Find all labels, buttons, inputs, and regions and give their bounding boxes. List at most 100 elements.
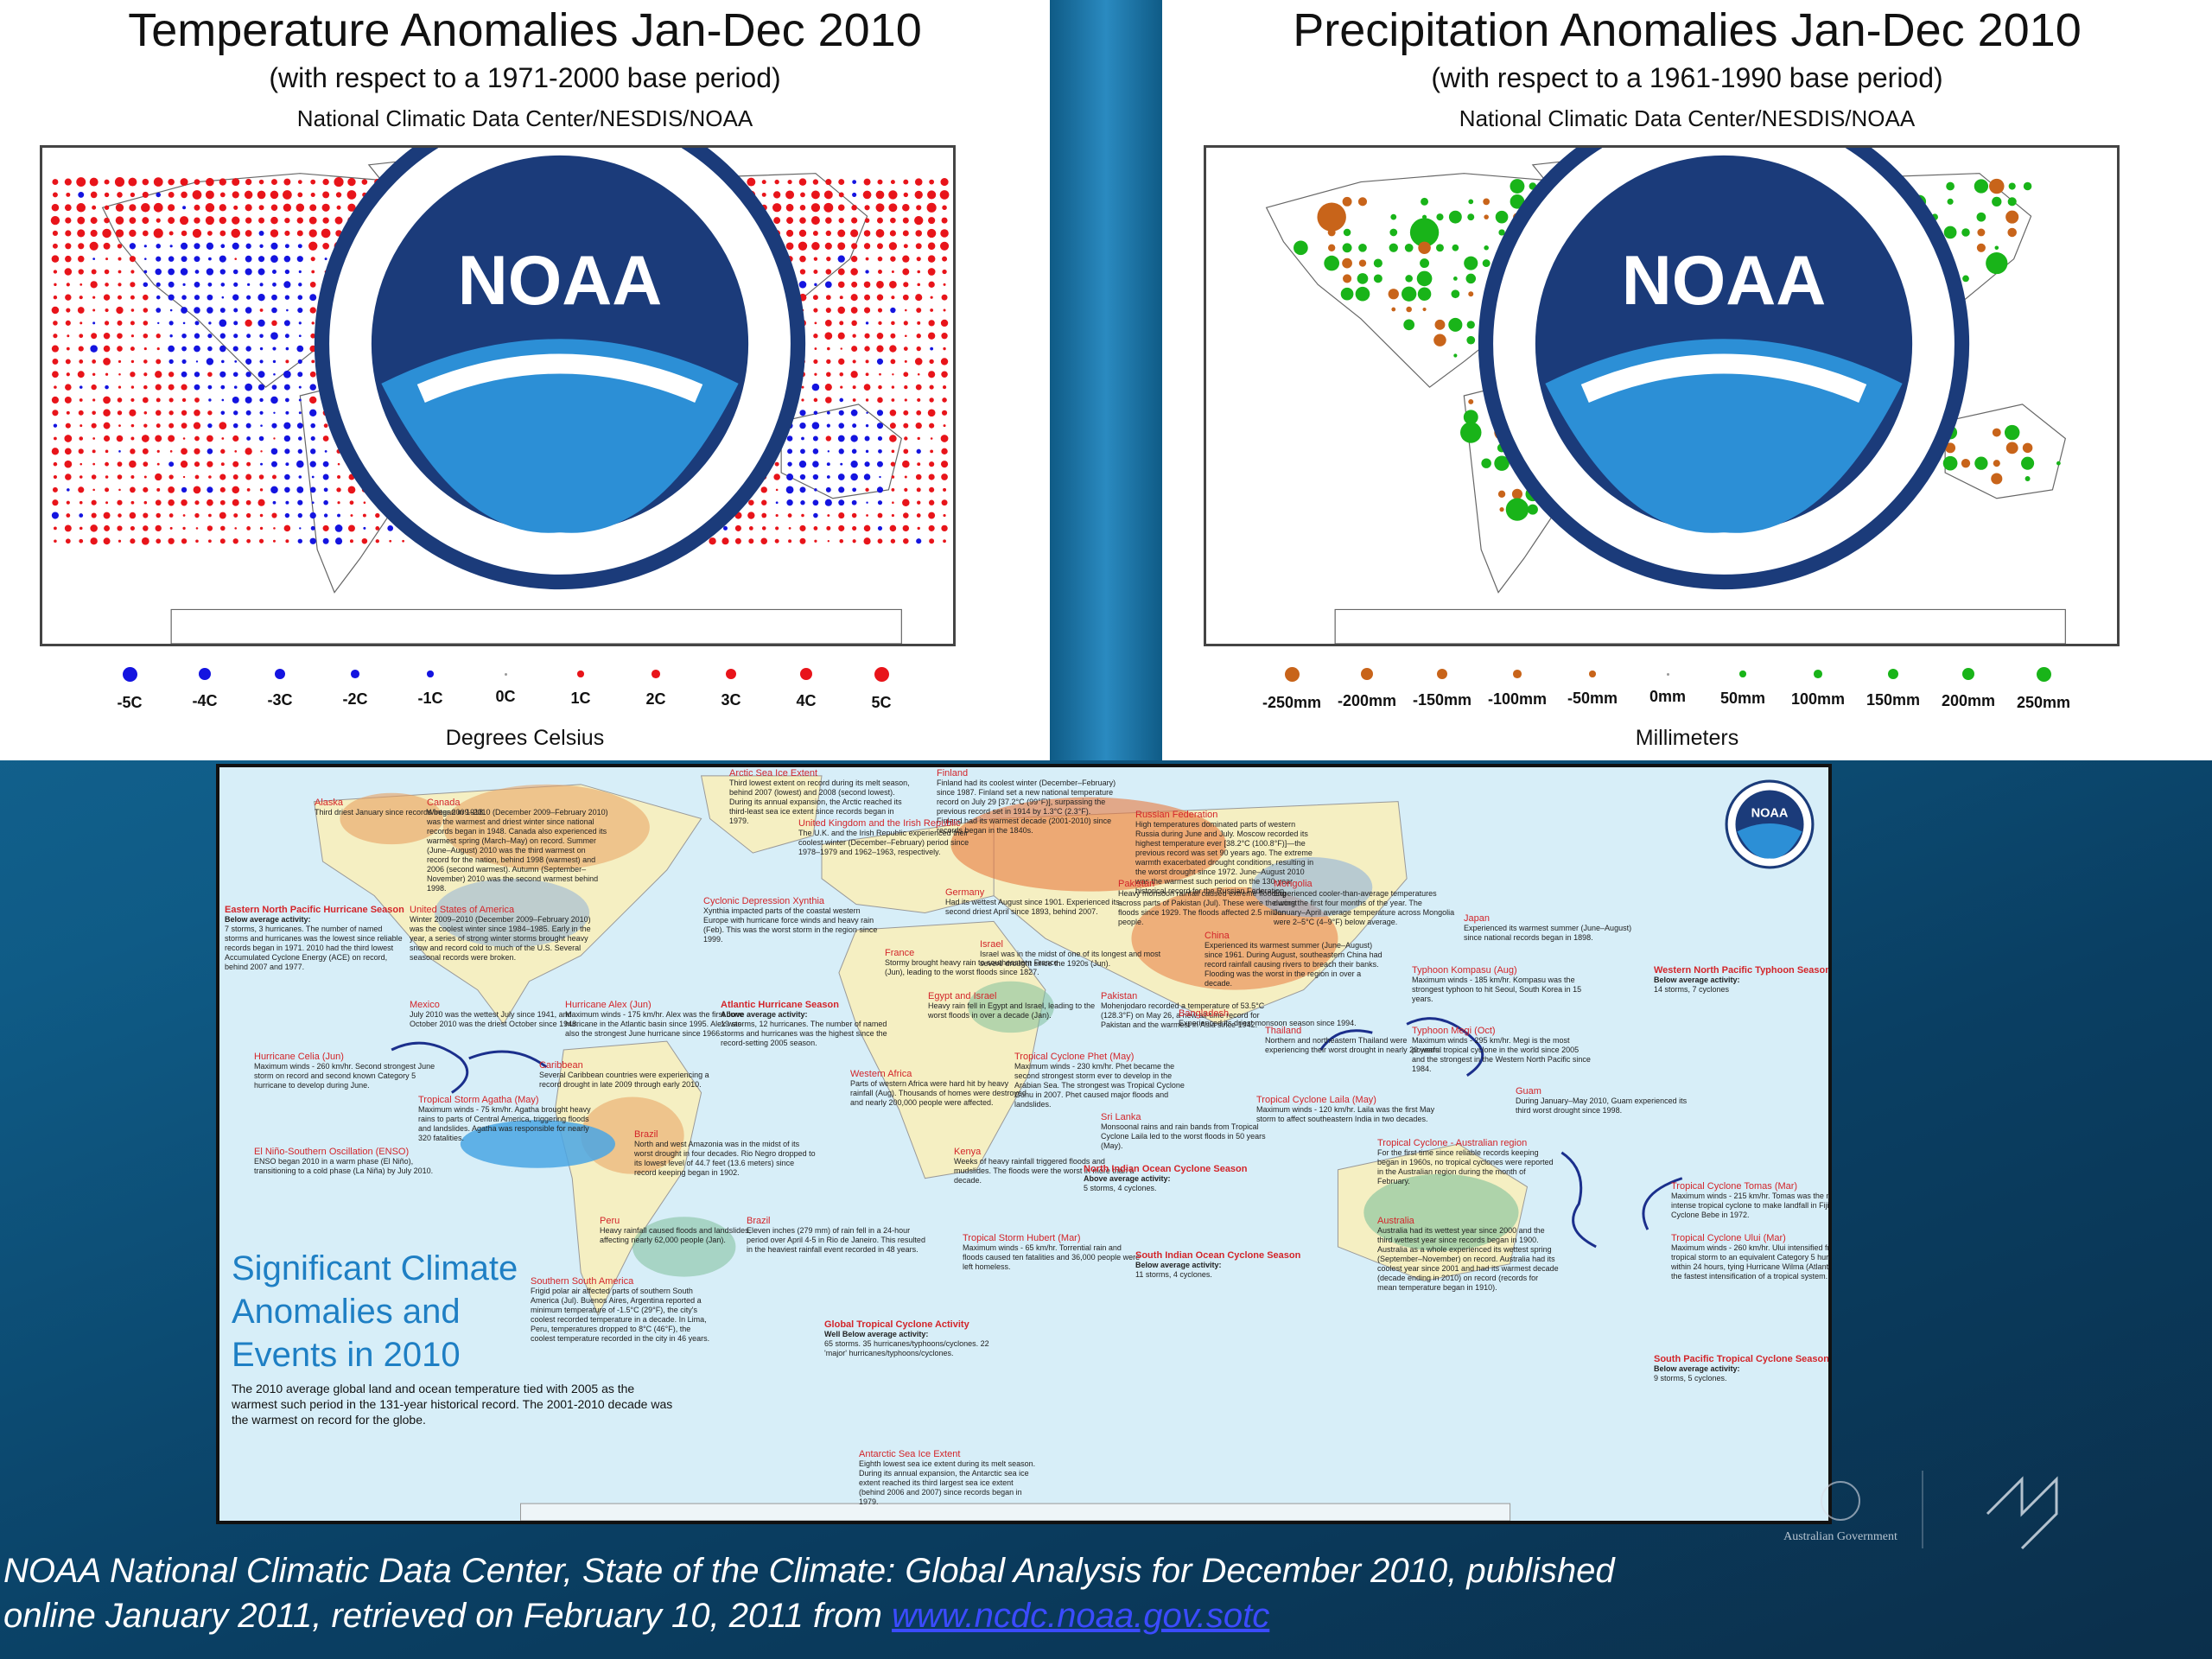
warm-anomaly-dot xyxy=(375,512,380,518)
warm-anomaly-dot xyxy=(143,346,147,351)
warm-anomaly-dot xyxy=(775,513,779,518)
warm-anomaly-dot xyxy=(928,512,936,519)
warm-anomaly-dot xyxy=(929,538,935,544)
warm-anomaly-dot xyxy=(130,448,136,454)
event-title: Arctic Sea Ice Extent xyxy=(729,768,818,779)
warm-anomaly-dot xyxy=(130,500,135,505)
warm-anomaly-dot xyxy=(891,385,895,389)
cool-anomaly-dot xyxy=(194,307,200,314)
event-title: Guam xyxy=(1516,1086,1541,1096)
warm-anomaly-dot xyxy=(105,283,109,287)
precipitation-legend-label: -250mm xyxy=(1262,693,1322,711)
cool-anomaly-dot xyxy=(181,307,188,314)
event-subtitle: Well Below average activity: xyxy=(824,1330,929,1338)
wet-anomaly-dot xyxy=(1495,210,1509,224)
warm-anomaly-dot xyxy=(850,294,858,302)
cool-anomaly-dot xyxy=(852,180,857,184)
warm-anomaly-dot xyxy=(66,372,70,377)
warm-anomaly-dot xyxy=(89,241,99,251)
warm-anomaly-dot xyxy=(916,346,921,352)
warm-anomaly-dot xyxy=(851,512,857,518)
warm-anomaly-dot xyxy=(864,205,870,211)
precipitation-legend-dot xyxy=(1961,667,1975,681)
warm-anomaly-dot xyxy=(891,449,895,454)
wet-anomaly-dot xyxy=(1416,270,1433,287)
warm-anomaly-dot xyxy=(257,190,266,200)
cool-anomaly-dot xyxy=(296,256,303,263)
warm-anomaly-dot xyxy=(890,256,896,262)
cool-anomaly-dot xyxy=(837,255,845,263)
cool-anomaly-dot xyxy=(787,461,792,467)
warm-anomaly-dot xyxy=(824,320,832,327)
warm-anomaly-dot xyxy=(850,255,858,263)
warm-anomaly-dot xyxy=(65,320,71,326)
warm-anomaly-dot xyxy=(879,372,881,376)
event-uk: United Kingdom and the Irish Republic The… xyxy=(798,819,980,857)
warm-anomaly-dot xyxy=(156,512,162,518)
event-title: Eastern North Pacific Hurricane Season xyxy=(225,905,404,915)
cool-anomaly-dot xyxy=(297,244,302,249)
warm-anomaly-dot xyxy=(877,397,883,404)
warm-anomaly-dot xyxy=(90,229,98,238)
warm-anomaly-dot xyxy=(943,283,946,286)
cool-anomaly-dot xyxy=(181,333,187,339)
warm-anomaly-dot xyxy=(943,487,947,492)
warm-anomaly-dot xyxy=(168,435,175,442)
warm-anomaly-dot xyxy=(296,203,305,213)
warm-anomaly-dot xyxy=(889,410,897,416)
cool-anomaly-dot xyxy=(850,473,858,481)
warm-anomaly-dot xyxy=(876,280,884,289)
cool-anomaly-dot xyxy=(143,282,149,288)
wet-anomaly-dot xyxy=(1946,181,1955,191)
warm-anomaly-dot xyxy=(258,179,264,185)
cool-anomaly-dot xyxy=(257,268,265,276)
warm-anomaly-dot xyxy=(129,256,136,263)
warm-anomaly-dot xyxy=(864,346,870,352)
event-title: United Kingdom and the Irish Republic xyxy=(798,818,961,829)
cool-anomaly-dot xyxy=(916,538,922,544)
event-france: France Stormy brought heavy rain to south… xyxy=(885,949,1066,977)
warm-anomaly-dot xyxy=(105,475,109,479)
warm-anomaly-dot xyxy=(130,282,136,288)
warm-anomaly-dot xyxy=(64,204,72,212)
citation-link[interactable]: www.ncdc.noaa.gov.sotc xyxy=(892,1597,1270,1635)
warm-anomaly-dot xyxy=(77,255,85,263)
cool-anomaly-dot xyxy=(297,512,302,518)
cool-anomaly-dot xyxy=(814,283,817,287)
warm-anomaly-dot xyxy=(232,461,239,467)
cool-anomaly-dot xyxy=(143,245,147,248)
warm-anomaly-dot xyxy=(194,397,200,403)
warm-anomaly-dot xyxy=(788,539,792,543)
warm-anomaly-dot xyxy=(219,178,226,186)
cool-anomaly-dot xyxy=(298,398,302,402)
continent-outline xyxy=(170,608,902,644)
warm-anomaly-dot xyxy=(79,475,83,479)
warm-anomaly-dot xyxy=(941,333,948,340)
warm-anomaly-dot xyxy=(258,474,264,480)
precipitation-legend-label: 250mm xyxy=(2016,693,2071,711)
warm-anomaly-dot xyxy=(130,436,135,441)
warm-anomaly-dot xyxy=(929,486,935,493)
warm-anomaly-dot xyxy=(129,460,137,468)
warm-anomaly-dot xyxy=(904,487,908,492)
warm-anomaly-dot xyxy=(904,436,908,441)
warm-anomaly-dot xyxy=(118,488,121,492)
cool-anomaly-dot xyxy=(812,461,819,467)
precipitation-map-title: Precipitation Anomalies Jan-Dec 2010 xyxy=(1293,4,2082,56)
cool-anomaly-dot xyxy=(207,307,213,314)
wet-anomaly-dot xyxy=(1961,228,1970,237)
wet-anomaly-dot xyxy=(1390,213,1397,220)
dry-anomaly-dot xyxy=(2005,442,2018,454)
event-description: 9 storms, 5 cyclones. xyxy=(1654,1374,1727,1382)
cool-anomaly-dot xyxy=(813,410,818,416)
event-wnp: Western North Pacific Typhoon Season Belo… xyxy=(1654,966,1828,995)
warm-anomaly-dot xyxy=(168,372,175,378)
wet-anomaly-dot xyxy=(1421,197,1429,206)
warm-anomaly-dot xyxy=(77,229,86,238)
cool-anomaly-dot xyxy=(259,346,264,351)
warm-anomaly-dot xyxy=(838,358,845,365)
warm-anomaly-dot xyxy=(322,242,330,250)
warm-anomaly-dot xyxy=(891,487,895,492)
temperature-legend-item: 5C xyxy=(847,658,916,712)
warm-anomaly-dot xyxy=(54,526,57,531)
